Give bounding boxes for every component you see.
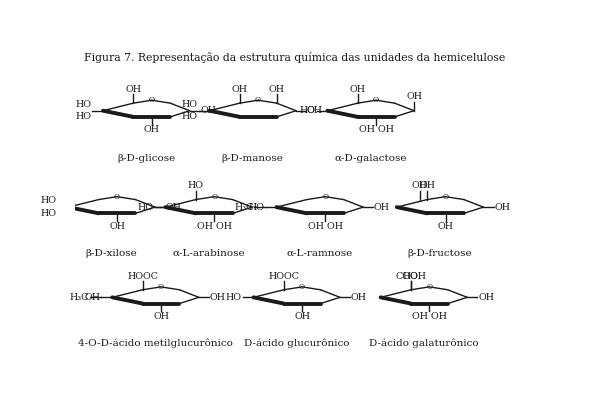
Text: HO: HO [182, 112, 198, 122]
Text: β-D-xilose: β-D-xilose [86, 249, 137, 258]
Text: β-D-manose: β-D-manose [222, 154, 284, 163]
Text: β-D-glicose: β-D-glicose [117, 154, 176, 163]
Text: HO: HO [188, 181, 204, 190]
Text: HO: HO [75, 100, 91, 109]
Text: HO: HO [41, 209, 57, 218]
Text: OH: OH [144, 125, 160, 134]
Text: OH: OH [125, 85, 141, 94]
Text: HOOC: HOOC [127, 271, 158, 280]
Text: OH: OH [478, 293, 494, 302]
Text: D-ácido galaturônico: D-ácido galaturônico [369, 339, 479, 348]
Text: O: O [149, 96, 155, 104]
Text: OH: OH [85, 293, 101, 302]
Text: HO: HO [249, 203, 265, 212]
Text: OH: OH [419, 181, 435, 190]
Text: HO: HO [182, 100, 198, 109]
Text: OH: OH [438, 221, 454, 231]
Text: α-L-ramnose: α-L-ramnose [287, 249, 353, 258]
Text: HO: HO [300, 106, 316, 115]
Text: OH: OH [494, 203, 510, 212]
Text: OH OH: OH OH [308, 221, 343, 231]
Text: O: O [373, 96, 379, 104]
Text: β-D-fructose: β-D-fructose [408, 249, 472, 258]
Text: OH: OH [412, 181, 428, 190]
Text: OH: OH [374, 203, 390, 212]
Text: H₃C: H₃C [234, 203, 254, 212]
Text: OH OH: OH OH [412, 312, 447, 321]
Text: OH: OH [406, 93, 422, 101]
Text: OH: OH [109, 221, 125, 231]
Text: OH: OH [269, 85, 285, 94]
Text: O: O [211, 193, 217, 201]
Text: OH: OH [153, 312, 169, 321]
Text: OH: OH [351, 293, 367, 302]
Text: COOH: COOH [395, 271, 426, 280]
Text: OH OH: OH OH [197, 221, 232, 231]
Text: HO: HO [403, 271, 419, 280]
Text: OH: OH [232, 85, 248, 94]
Text: O: O [426, 283, 432, 291]
Text: HO: HO [138, 203, 154, 212]
Text: OH: OH [166, 203, 181, 212]
Text: OH: OH [294, 312, 310, 321]
Text: HO: HO [226, 293, 242, 302]
Text: α-D-galactose: α-D-galactose [334, 154, 407, 163]
Text: D-ácido glucurônico: D-ácido glucurônico [244, 339, 349, 348]
Text: OH: OH [350, 85, 366, 94]
Text: O: O [442, 193, 448, 201]
Text: H₃C: H₃C [70, 293, 89, 302]
Text: O: O [255, 96, 261, 104]
Text: HO: HO [41, 196, 57, 205]
Text: HO: HO [75, 112, 91, 122]
Text: α-L-arabinose: α-L-arabinose [173, 249, 245, 258]
Text: Figura 7. Representação da estrutura química das unidades da hemicelulose: Figura 7. Representação da estrutura quí… [84, 52, 505, 63]
Text: OH OH: OH OH [359, 125, 393, 134]
Text: O: O [322, 193, 328, 201]
Text: O: O [158, 283, 164, 291]
Text: OH: OH [307, 106, 323, 115]
Text: OH: OH [210, 293, 226, 302]
Text: O: O [114, 193, 120, 201]
Text: HOOC: HOOC [268, 271, 299, 280]
Text: O: O [299, 283, 305, 291]
Text: 4-O-D-ácido metilglucurônico: 4-O-D-ácido metilglucurônico [78, 339, 233, 348]
Text: OH: OH [201, 106, 217, 115]
